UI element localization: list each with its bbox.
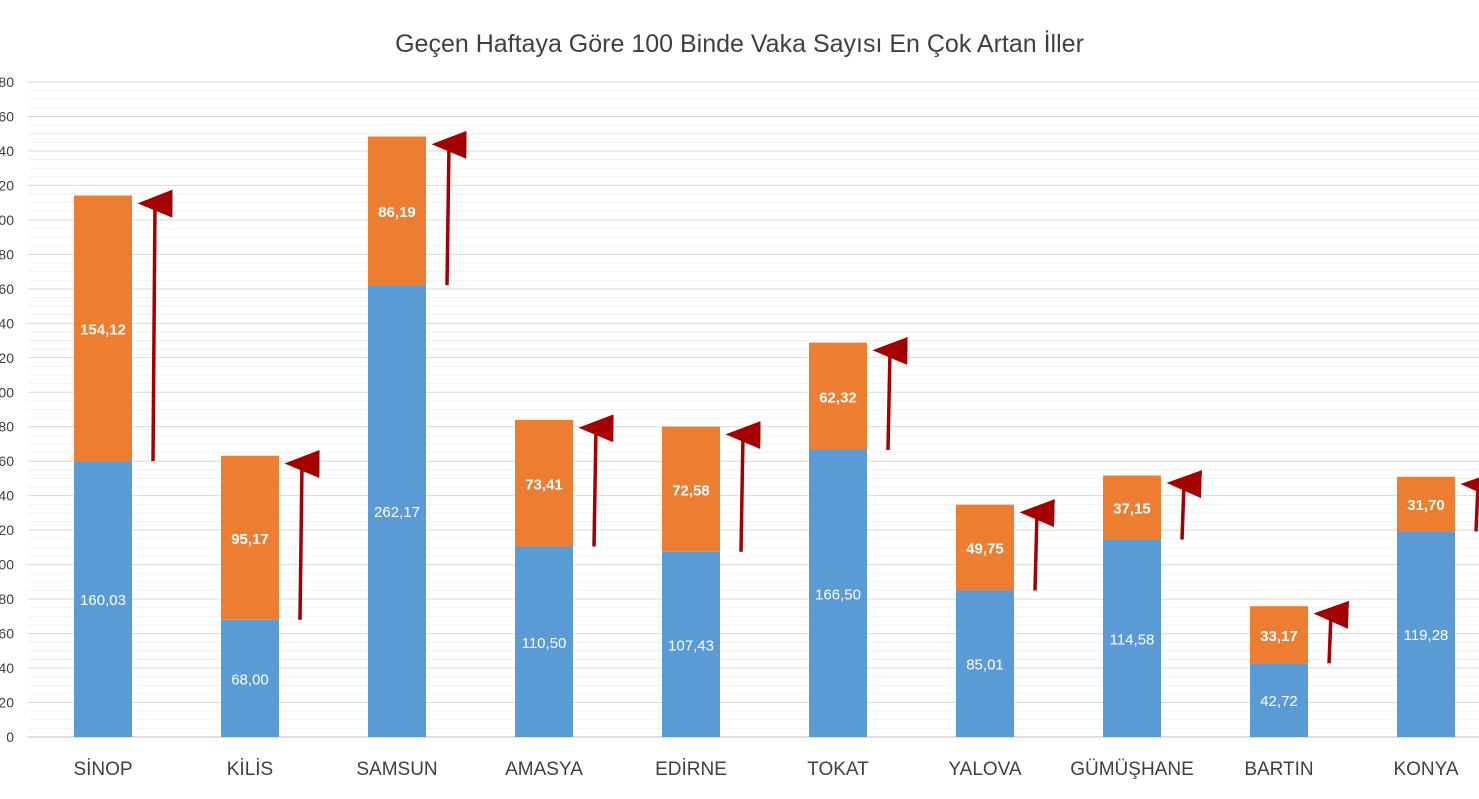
data-label: 119,28 [1404,627,1449,644]
bar-increase-segment [74,195,132,462]
x-axis: SİNOP KİLİS SAMSUN AMASYA EDİRNE TOKAT YALOVA G… [73,759,1458,780]
bars [74,136,1455,737]
y-tick-label: 380 [0,74,14,90]
x-category-label: SİNOP [73,759,132,780]
bar-increase-segment [956,504,1014,591]
bar-base-segment [1103,539,1161,737]
bar-base-segment [368,285,426,737]
increase-arrow [431,130,467,286]
data-label: 33,17 [1260,628,1298,645]
bar-base-segment [74,461,132,737]
y-tick-label: 100 [0,557,14,573]
data-labels: 160,03 154,12 68,00 95,17 262,17 86,19 110,50 7… [80,204,1448,710]
y-tick-label: 300 [0,212,14,228]
bar-increase-segment [368,136,426,286]
y-tick-label: 60 [0,626,14,642]
y-tick-label: 120 [0,522,14,538]
x-category-label: AMASYA [505,759,583,780]
y-tick-label: 280 [0,246,14,262]
increase-arrow [725,421,761,552]
y-tick-label: 0 [6,729,14,745]
y-tick-label: 160 [0,453,14,469]
increase-arrow [578,414,614,547]
increase-arrow [1019,499,1055,591]
data-label: 95,17 [231,531,269,548]
bar-base-segment [221,619,279,737]
data-label: 68,00 [231,671,269,688]
bar-base-segment [809,450,867,737]
data-label: 262,17 [374,504,420,521]
y-tick-label: 180 [0,419,14,435]
data-label: 160,03 [80,592,126,609]
x-category-label: SAMSUN [356,759,437,780]
data-label: 37,15 [1113,500,1151,517]
x-category-label: EDİRNE [655,759,727,780]
y-tick-label: 240 [0,315,14,331]
data-label: 114,58 [1110,631,1155,648]
bar-increase-segment [662,426,720,552]
y-tick-label: 360 [0,108,14,124]
y-tick-label: 80 [0,591,14,607]
data-label: 166,50 [815,587,861,604]
data-label: 85,01 [966,657,1004,674]
y-tick-label: 260 [0,281,14,297]
bar-base-segment [956,590,1014,737]
bar-increase-segment [1250,606,1308,664]
x-category-label: TOKAT [807,759,869,780]
increase-arrow [872,336,908,451]
data-label: 72,58 [672,482,710,499]
data-label: 62,32 [819,389,857,406]
chart-title: Geçen Haftaya Göre 100 Binde Vaka Sayısı… [395,30,1084,58]
data-label: 154,12 [80,321,126,338]
bar-increase-segment [1397,476,1455,532]
bar-increase-segment [221,455,279,620]
increase-arrow [284,449,320,620]
increase-arrow [137,189,173,462]
increase-arrow [1460,471,1479,532]
y-tick-label: 40 [0,660,14,676]
y-tick-label: 200 [0,384,14,400]
bar-base-segment [662,551,720,737]
y-tick-label: 320 [0,177,14,193]
bar-base-segment [1250,663,1308,737]
data-label: 86,19 [378,204,416,221]
y-tick-label: 20 [0,695,14,711]
bar-base-segment [515,546,573,737]
x-category-label: KONYA [1393,759,1458,780]
data-label: 73,41 [525,476,563,493]
increase-arrow [1166,470,1202,540]
bar-increase-segment [809,342,867,451]
y-tick-label: 220 [0,350,14,366]
data-label: 49,75 [966,541,1004,558]
bar-increase-segment [1103,475,1161,540]
x-category-label: BARTIN [1244,759,1313,780]
data-label: 110,50 [522,635,567,652]
data-label: 31,70 [1407,497,1445,514]
x-category-label: GÜMÜŞHANE [1070,759,1194,780]
increase-arrow [1313,600,1350,664]
bar-base-segment [1397,531,1455,737]
bar-increase-segment [515,419,573,547]
data-label: 42,72 [1260,693,1298,710]
increase-arrows [137,130,1479,664]
x-category-label: YALOVA [948,759,1022,780]
y-tick-label: 140 [0,488,14,504]
data-label: 107,43 [668,637,714,654]
y-tick-label: 340 [0,143,14,159]
x-category-label: KİLİS [227,759,273,780]
y-axis: 0 20 40 60 80 100 120 140 160 180 200 220 240 260 280 3… [0,74,14,745]
